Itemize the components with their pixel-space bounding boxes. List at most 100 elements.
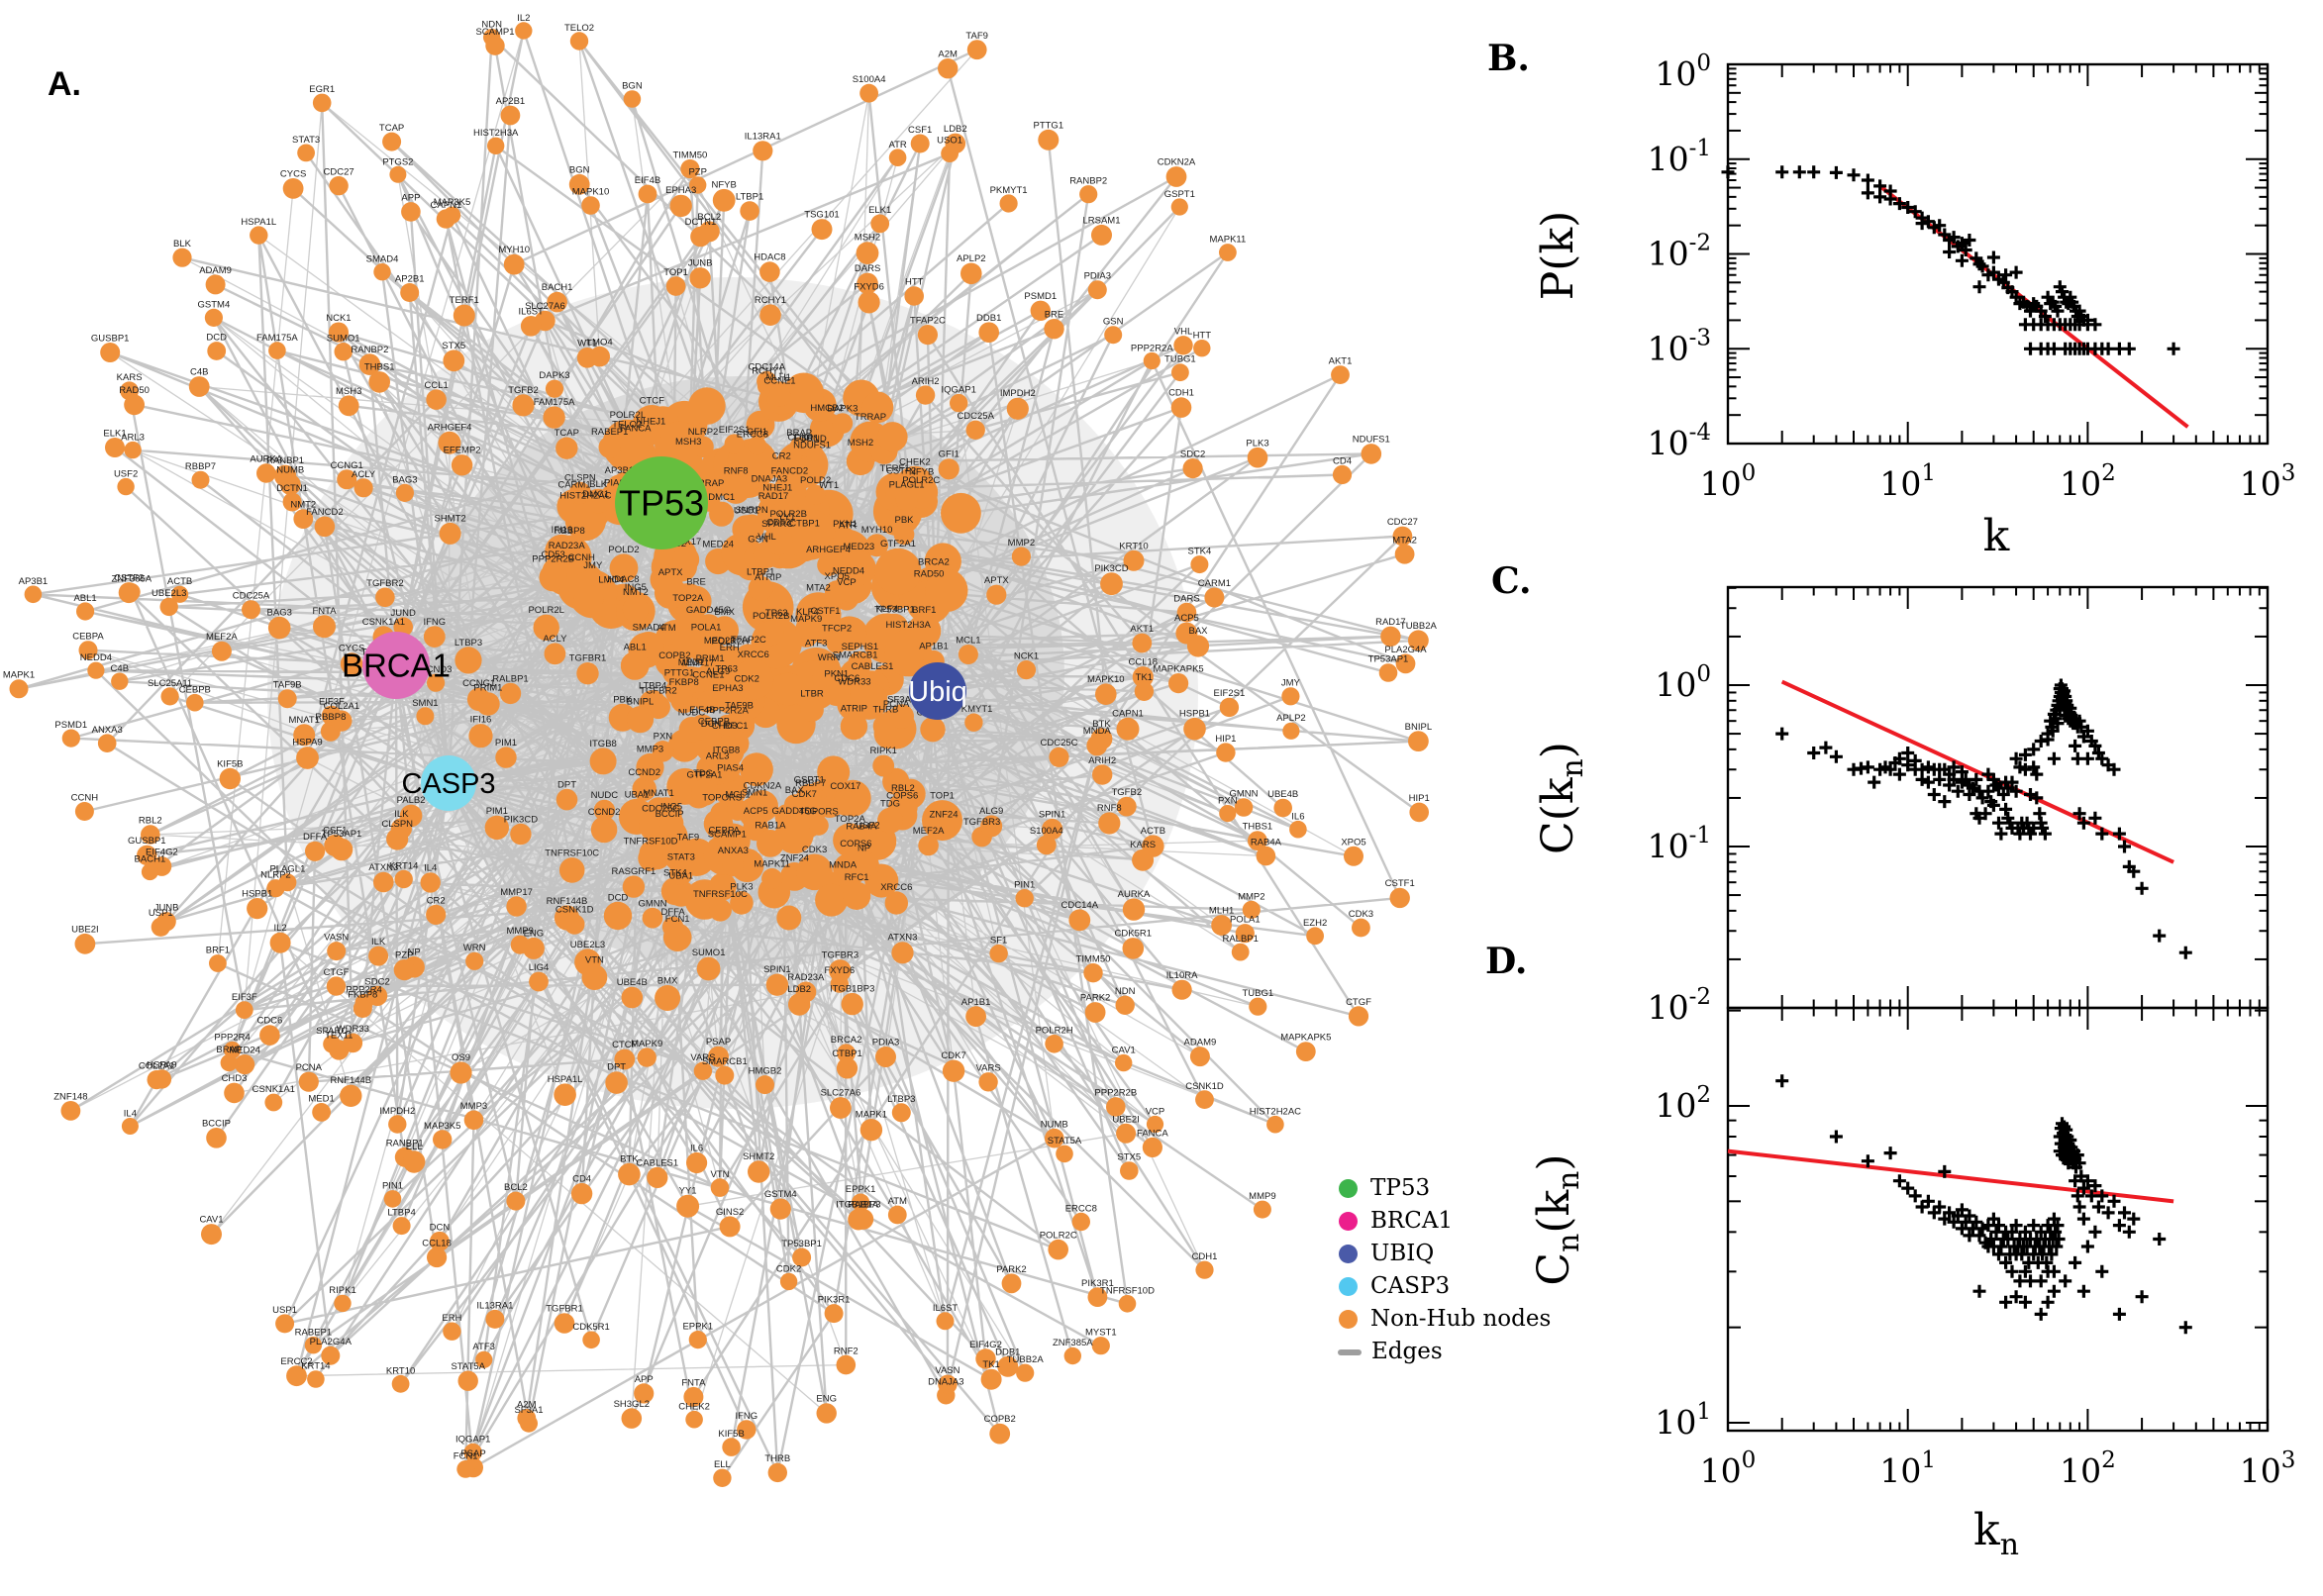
gene-label: BAG3 (392, 474, 417, 485)
axis-ticks (1727, 586, 2270, 1009)
network-node (1098, 812, 1121, 835)
gene-label: SEPHS1 (842, 642, 879, 652)
network-node (712, 188, 736, 212)
network-node (487, 137, 505, 154)
network-node (678, 717, 705, 743)
gene-label: RBBP7 (185, 461, 216, 472)
network-node (1289, 820, 1307, 839)
network-node (796, 853, 833, 891)
network-node (757, 370, 777, 392)
gene-label: TUBB2A (1007, 1354, 1045, 1365)
network-node (510, 823, 532, 846)
gene-label: CEBPB (698, 716, 730, 727)
network-node (451, 454, 473, 476)
network-node (277, 689, 297, 709)
network-node (958, 645, 978, 664)
gene-label: PIM1 (486, 806, 508, 817)
network-node (334, 1294, 352, 1313)
gene-label: PCNA (296, 1062, 323, 1073)
gene-label: TGFBR1 (569, 653, 606, 664)
gene-label: TAF9 (965, 31, 988, 42)
gene-label: CR2 (427, 895, 446, 906)
gene-label: CDC25C (642, 804, 679, 815)
panel-label-b: B. (1487, 38, 1530, 79)
network-node (569, 32, 589, 50)
network-node (1248, 831, 1267, 850)
network-node (840, 712, 868, 741)
network-node (950, 393, 968, 413)
gene-label: CLSPN (564, 472, 596, 483)
gene-label: RBBP7 (795, 778, 826, 789)
gene-label: ADAM9 (199, 265, 232, 276)
network-node (915, 385, 936, 405)
network-node (1182, 458, 1203, 479)
gene-label: UBE2I (1112, 1114, 1139, 1125)
gene-label: ELK1 (868, 205, 891, 216)
network-node (654, 576, 687, 609)
network-node (783, 372, 824, 414)
network-node (340, 652, 363, 675)
gene-label: MCL1 (956, 636, 980, 647)
gene-label: NHEJ1 (762, 483, 792, 494)
gene-label: TOPORS (702, 792, 742, 803)
network-node (792, 1247, 812, 1267)
gene-label: HSPB1 (242, 889, 272, 900)
gene-label: POLD2 (608, 545, 639, 555)
gene-label: ENG (816, 1394, 837, 1405)
network-node (383, 1190, 402, 1208)
network-node (1116, 1123, 1137, 1144)
gene-label: SF1 (990, 935, 1007, 946)
gene-label: WDR33 (838, 677, 870, 688)
legend-label: Non-Hub nodes (1370, 1306, 1552, 1332)
gene-label: CDC14A (749, 361, 786, 372)
fit-line (1727, 1148, 2174, 1204)
gene-label: FNTA (681, 1377, 706, 1388)
gene-label: AURKA (1118, 889, 1151, 900)
network-node (737, 1420, 757, 1440)
network-node (1115, 995, 1135, 1015)
network-node (832, 528, 858, 554)
gene-label: BNIPL (627, 697, 654, 708)
network-node (485, 1309, 505, 1329)
network-node (533, 614, 559, 641)
gene-label: ATXN3 (888, 933, 918, 944)
network-node (850, 830, 873, 854)
network-node (147, 1070, 166, 1090)
network-node (1091, 224, 1112, 246)
tick-label: 10-3 (1648, 325, 1711, 367)
axis-label: k (1983, 511, 2010, 561)
gene-label: PPP2R4 (214, 1032, 250, 1043)
network-node (917, 325, 939, 346)
gene-label: CSNK1D (556, 905, 594, 916)
network-node (1038, 129, 1060, 150)
gene-label: CSNK1A1 (362, 617, 405, 628)
gene-label: MEF2A (913, 826, 945, 837)
network-node (382, 132, 402, 151)
gene-label: PDIA3 (872, 1038, 899, 1048)
gene-label: SUMO1 (327, 333, 360, 344)
gene-label: CDC27 (1387, 517, 1418, 528)
network-node (960, 262, 982, 285)
gene-label: FNTA (312, 606, 337, 617)
gene-label: RAD17 (758, 491, 789, 502)
network-node (544, 643, 566, 665)
network-node (275, 1314, 295, 1334)
network-node (727, 799, 749, 821)
network-node (1253, 1200, 1271, 1219)
network-node (891, 942, 914, 964)
network-node (439, 522, 461, 545)
gene-label: DNAJA3 (752, 473, 787, 484)
network-node (506, 896, 527, 917)
gene-label: THBS1 (364, 362, 395, 373)
gene-label: BRAP (786, 428, 812, 439)
gene-label: MMP3 (460, 1101, 487, 1112)
gene-label: PIAS4 (604, 478, 631, 489)
network-node (558, 857, 585, 883)
network-node (848, 650, 872, 675)
gene-label: MAPK9 (790, 614, 822, 625)
network-legend: TP53 BRCA1 UBIQ CASP3 Non-Hub nodes Edge… (1338, 1172, 1586, 1368)
gene-label: RNF144B (547, 896, 588, 907)
gene-label: KIF5B (217, 758, 243, 769)
gene-label: BTK (1092, 719, 1111, 730)
legend-item: CASP3 (1339, 1270, 1586, 1303)
